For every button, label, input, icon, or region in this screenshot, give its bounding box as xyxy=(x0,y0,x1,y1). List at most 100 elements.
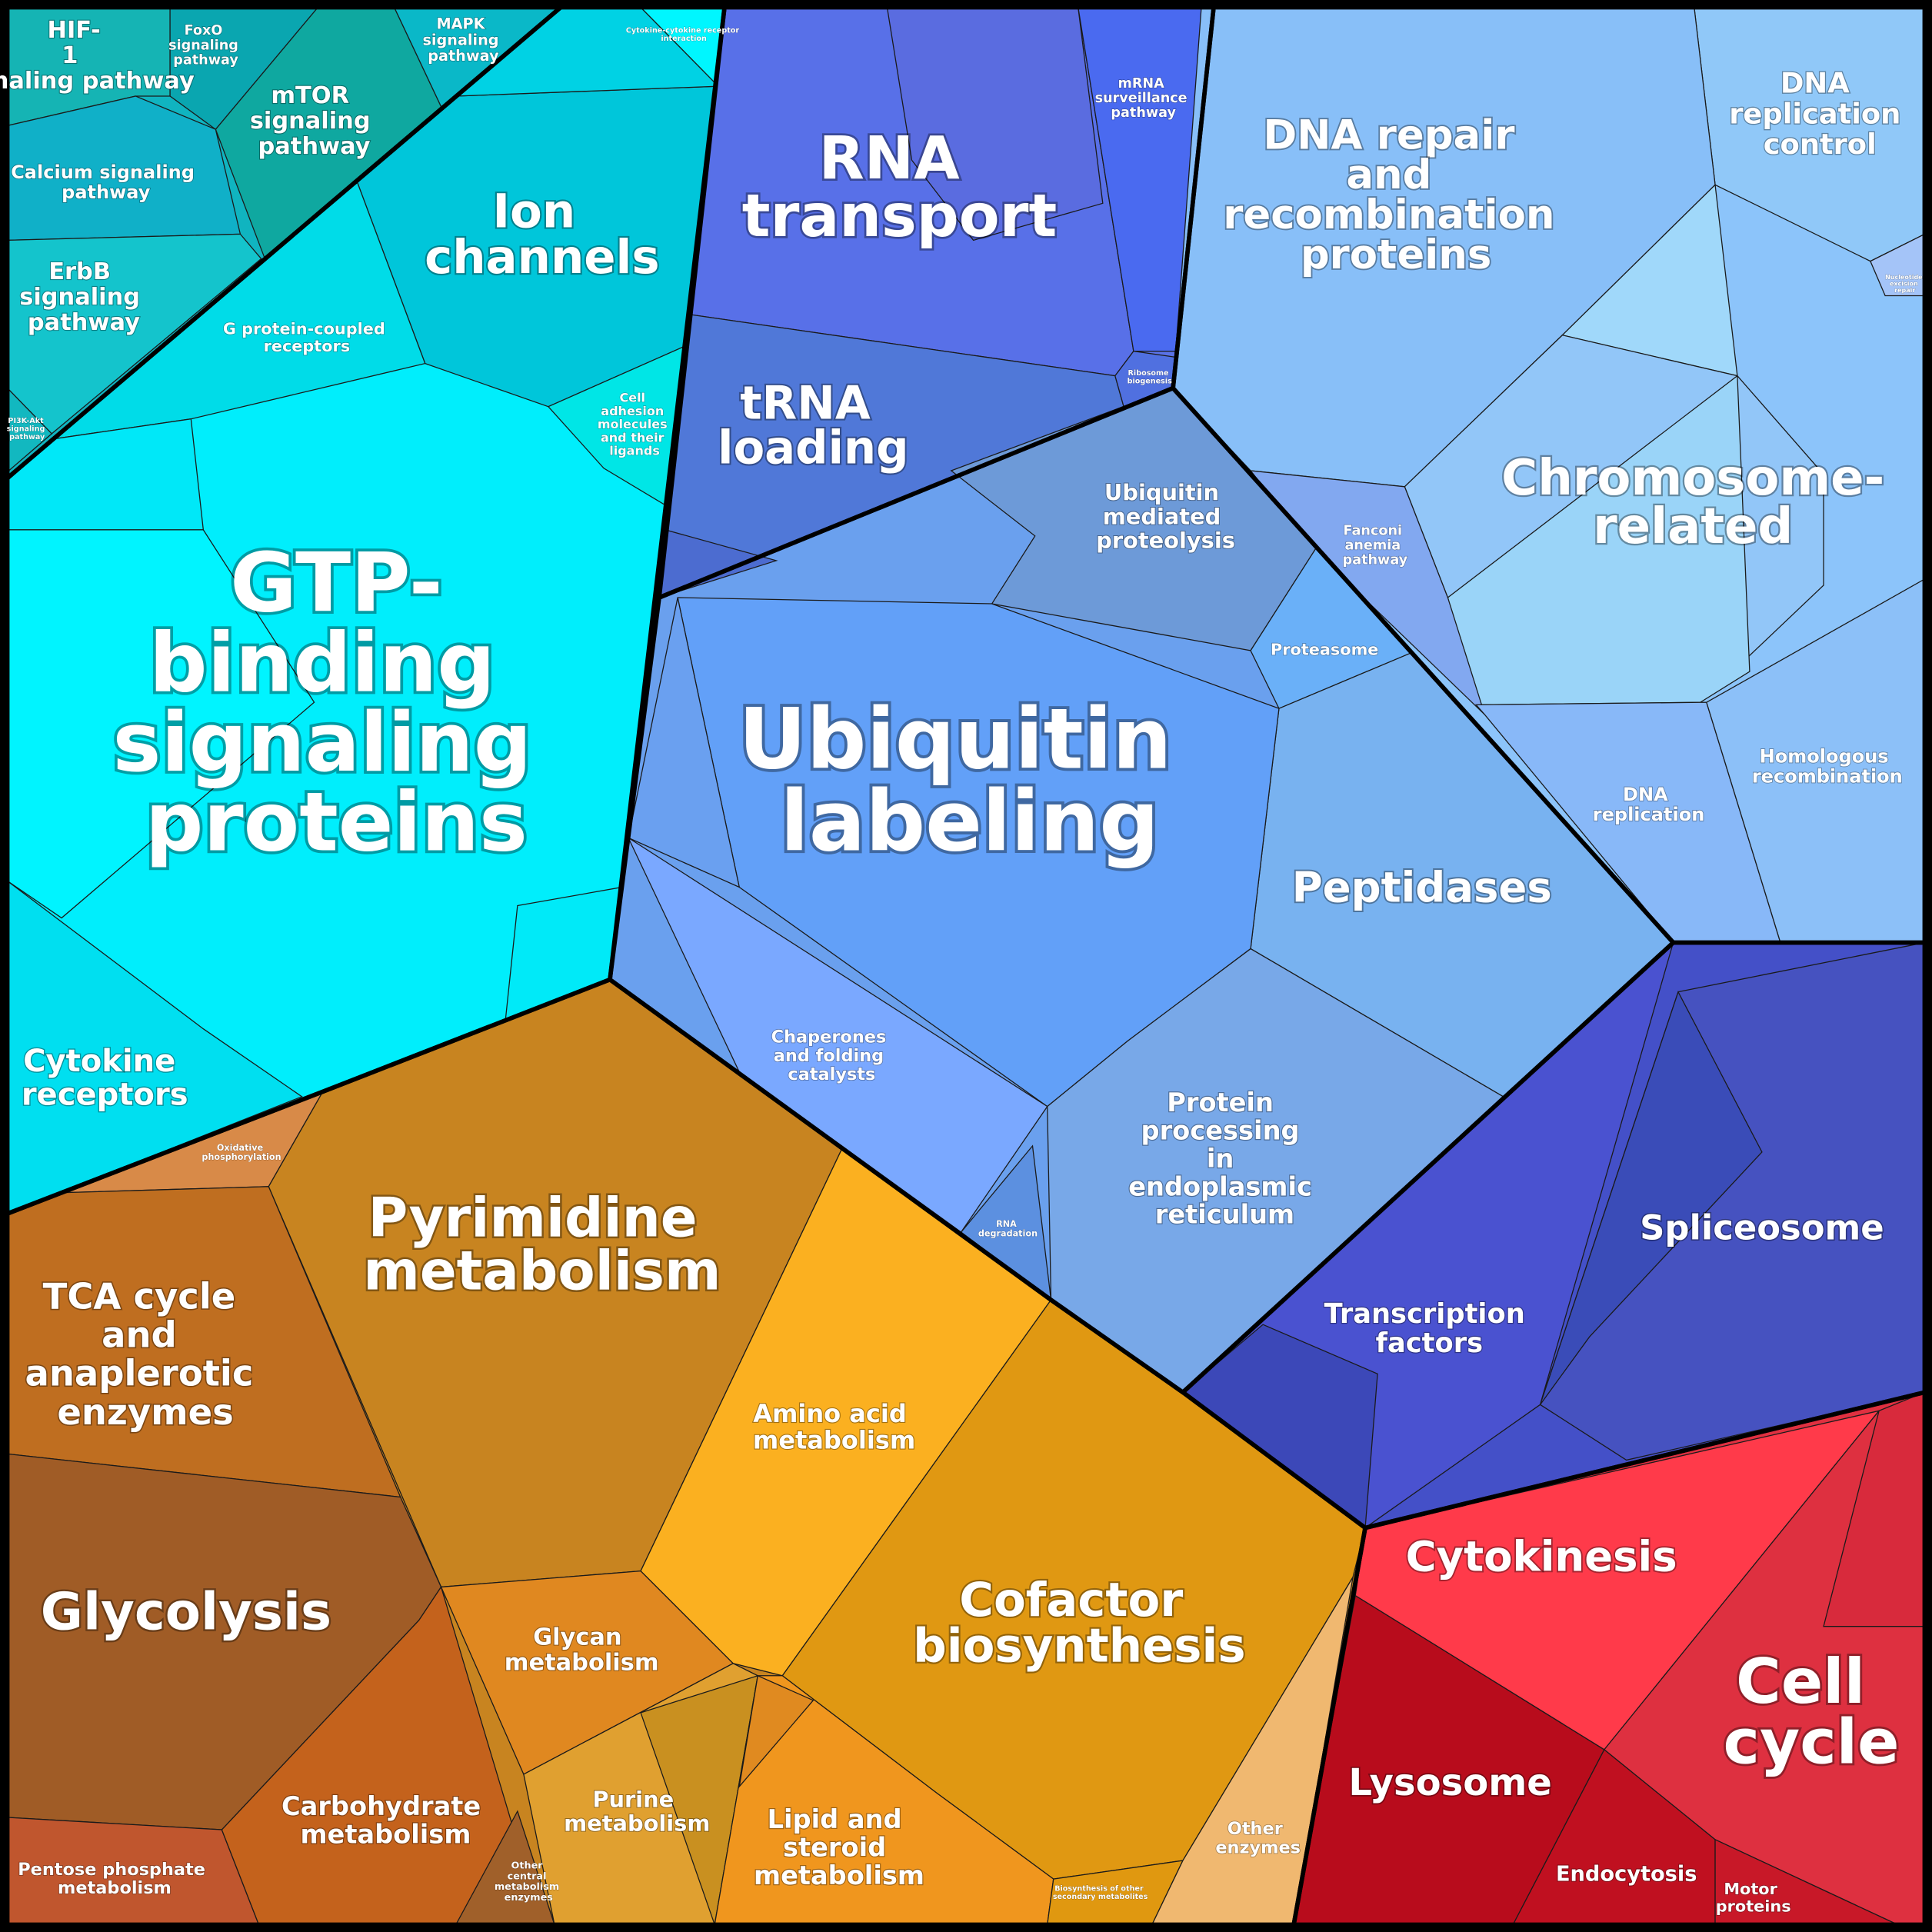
label-line: transport xyxy=(742,182,1058,251)
label-line: GTP- xyxy=(230,535,443,630)
label-line: central xyxy=(508,1870,550,1882)
label-line: pathway xyxy=(258,132,370,159)
cell-label: mTOR signaling pathway xyxy=(250,82,378,160)
label-line: and xyxy=(102,1314,189,1356)
label-line: steroid xyxy=(783,1832,895,1862)
label-line: replication xyxy=(1729,97,1910,130)
label-line: proteins xyxy=(1716,1897,1791,1915)
label-line: Proteasome xyxy=(1271,640,1378,658)
label-line: enzymes xyxy=(1215,1837,1301,1857)
cell-label: Spliceosome xyxy=(1640,1207,1884,1247)
label-line: signaling pathway xyxy=(0,67,195,94)
label-line: Cytokinesis xyxy=(1406,1531,1677,1581)
label-line: repair xyxy=(1894,287,1915,294)
cell-label: ErbB signaling pathway xyxy=(19,258,148,336)
label-line: TCA cycle xyxy=(43,1275,248,1317)
label-line: RNA xyxy=(819,124,981,192)
label-line: pathway xyxy=(9,432,45,441)
label-line: Biosynthesis of other xyxy=(1054,1884,1146,1893)
label-line: pathway xyxy=(173,52,238,68)
cell-label: Glycolysis xyxy=(41,1581,331,1641)
label-line: and their xyxy=(601,430,668,445)
label-line: ligands xyxy=(609,443,660,458)
cell-label: Cell adhesion molecules and their ligand… xyxy=(598,390,671,458)
label-line: DNA repair xyxy=(1263,112,1528,158)
label-line: enzymes xyxy=(505,1892,554,1904)
cell xyxy=(1539,991,1763,1405)
cell-label: Protein processing in endoplasmic reticu… xyxy=(1128,1088,1321,1229)
label-line: Cofactor xyxy=(959,1573,1199,1627)
label-line: proteins xyxy=(145,774,528,869)
label-line: Glycolysis xyxy=(41,1581,331,1641)
label-line: DNA xyxy=(1780,66,1860,99)
label-line: ErbB xyxy=(48,258,118,285)
label-line: PI3K-Akt xyxy=(8,417,46,425)
label-line: pathway xyxy=(62,182,151,203)
label-line: RNA xyxy=(996,1219,1020,1229)
cell-label: Cofactor biosynthesis xyxy=(913,1573,1245,1674)
cell-label: RNA degradation xyxy=(978,1219,1038,1238)
label-line: molecules xyxy=(598,417,671,431)
cell-label: Pyrimidine metabolism xyxy=(363,1187,721,1303)
label-line: endoplasmic xyxy=(1128,1171,1321,1201)
label-line: metabolism xyxy=(495,1881,563,1893)
label-line: recombination xyxy=(1223,192,1569,238)
cell-label: G protein-coupled receptors xyxy=(223,320,391,355)
label-line: G protein-coupled xyxy=(223,320,391,338)
label-line: Calcium signaling xyxy=(11,162,201,183)
label-line: replication xyxy=(1593,804,1705,825)
label-line: MAPK xyxy=(437,15,491,32)
cell-label: Transcription factors xyxy=(1324,1297,1534,1358)
label-line: Oxidative xyxy=(217,1142,266,1152)
label-line: Amino acid xyxy=(753,1399,915,1428)
label-line: catalysts xyxy=(788,1064,875,1084)
label-line: Chaperones xyxy=(771,1028,892,1048)
label-line: and folding xyxy=(774,1046,890,1066)
label-line: Ion xyxy=(492,184,591,238)
label-line: Homologous xyxy=(1760,745,1895,767)
cell-label: Other enzymes xyxy=(1215,1819,1301,1857)
label-line: interaction xyxy=(661,35,707,43)
label-line: FoxO xyxy=(185,23,228,38)
label-line: anaplerotic xyxy=(25,1353,266,1394)
label-line: Fanconi xyxy=(1344,524,1407,539)
label-line: metabolism xyxy=(564,1810,710,1837)
label-line: loading xyxy=(718,421,908,474)
cell-label: Cytokine receptors xyxy=(22,1044,188,1112)
label-line: metabolism xyxy=(754,1860,924,1890)
cell-label: Cell cycle xyxy=(1724,1645,1900,1777)
label-line: Ubiquitin xyxy=(1104,479,1227,505)
label-line: Motor xyxy=(1724,1880,1783,1898)
label-line: Endocytosis xyxy=(1556,1862,1697,1886)
label-line: signaling xyxy=(250,108,378,135)
label-line: metabolism xyxy=(363,1240,721,1303)
label-line: signaling xyxy=(422,31,504,48)
label-line: mRNA xyxy=(1118,76,1168,92)
cell-label: Ubiquitin mediated proteolysis xyxy=(1096,479,1235,553)
label-line: Cell xyxy=(619,390,649,405)
label-line: signaling xyxy=(113,695,561,789)
label-line: metabolism xyxy=(300,1819,471,1849)
label-line: in xyxy=(1207,1143,1243,1173)
label-line: pathway xyxy=(1111,105,1176,121)
label-line: biosynthesis xyxy=(913,1618,1245,1673)
cell-label: Amino acid metabolism xyxy=(753,1399,915,1455)
cell-label: Fanconi anemia pathway xyxy=(1343,524,1408,568)
label-line: Lipid and xyxy=(768,1804,911,1834)
cell-label: Glycan metabolism xyxy=(505,1624,659,1676)
label-line: metabolism xyxy=(58,1878,172,1898)
label-line: Cytokine-cytokine receptor xyxy=(626,26,742,35)
label-line: Lysosome xyxy=(1348,1761,1552,1804)
label-line: signaling xyxy=(19,284,148,311)
label-line: proteins xyxy=(1301,231,1492,278)
label-line: enzymes xyxy=(57,1391,233,1433)
label-line: receptors xyxy=(264,337,351,355)
cell-label: FoxO signaling pathway xyxy=(168,23,243,68)
label-line: Purine xyxy=(592,1786,681,1812)
cell-label: Carbohydrate metabolism xyxy=(281,1791,490,1849)
cell-label: Ubiquitin labeling xyxy=(738,690,1201,870)
